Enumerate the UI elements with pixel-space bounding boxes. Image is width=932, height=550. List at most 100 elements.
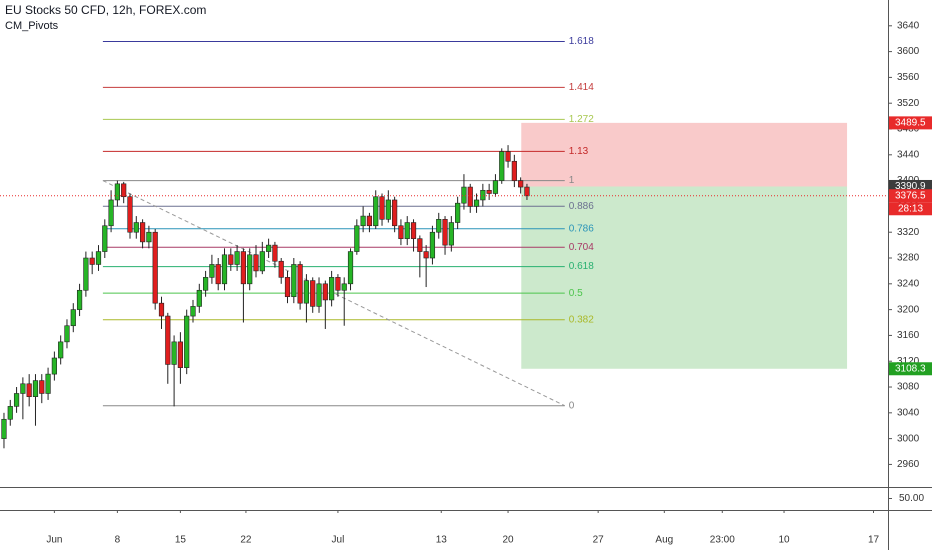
fib-label: 0 bbox=[569, 400, 575, 411]
y-tick-label: 3320 bbox=[897, 227, 920, 238]
x-tick-label: 15 bbox=[175, 535, 187, 546]
candle-body bbox=[171, 341, 177, 365]
target-price-label-bg bbox=[889, 362, 932, 376]
y-tick-label: 2960 bbox=[897, 459, 920, 470]
candle-body bbox=[221, 254, 228, 285]
candle-body bbox=[429, 231, 436, 259]
fib-label: 0.704 bbox=[569, 242, 594, 253]
candle-body bbox=[467, 186, 473, 207]
candle-body bbox=[228, 254, 234, 265]
candle-body bbox=[89, 257, 95, 265]
candle-body bbox=[486, 189, 492, 194]
fib-label: 0.786 bbox=[569, 223, 594, 234]
candle-body bbox=[196, 289, 202, 307]
x-tick-label: Jun bbox=[46, 535, 62, 546]
candle-body bbox=[284, 277, 291, 298]
candle-body bbox=[95, 251, 102, 265]
y-tick-label: 3080 bbox=[897, 382, 920, 393]
candle-body bbox=[347, 251, 354, 285]
candle-body bbox=[114, 183, 120, 201]
candle-body bbox=[499, 151, 505, 181]
y-tick-label: 3280 bbox=[897, 253, 920, 264]
candle-body bbox=[1, 418, 7, 439]
candle-body bbox=[341, 283, 347, 291]
fib-label: 0.618 bbox=[569, 261, 594, 272]
candle-body bbox=[45, 373, 51, 394]
candle-body bbox=[480, 189, 486, 201]
x-tick-label: 10 bbox=[778, 535, 790, 546]
candle-body bbox=[417, 238, 423, 252]
candle-body bbox=[146, 231, 152, 243]
candle-body bbox=[505, 151, 511, 162]
target-price-label: 3108.3 bbox=[895, 363, 926, 374]
y-tick-label: 3600 bbox=[897, 46, 920, 57]
y-tick-label: 3640 bbox=[897, 20, 920, 31]
candle-body bbox=[423, 251, 429, 259]
plot: 2960 3000 3040 3080 3120 3160 3200 3240 3280 3320… bbox=[0, 20, 932, 546]
y-tick-label: 3440 bbox=[897, 149, 920, 160]
x-tick-label: 13 bbox=[436, 535, 448, 546]
candle-body bbox=[278, 260, 284, 278]
candle-body bbox=[492, 180, 499, 194]
candle-body bbox=[461, 186, 467, 204]
candle-body bbox=[253, 254, 259, 272]
candle-body bbox=[32, 380, 39, 397]
candle-body bbox=[83, 257, 89, 291]
x-tick-label: Aug bbox=[655, 535, 673, 546]
candle-body bbox=[360, 215, 366, 227]
candle-body bbox=[379, 196, 385, 220]
fib-label: 0.382 bbox=[569, 314, 594, 325]
chart-title: EU Stocks 50 CFD, 12h, FOREX.com bbox=[5, 3, 206, 17]
x-tick-label: 23:00 bbox=[710, 535, 735, 546]
stop-zone bbox=[521, 122, 848, 187]
y-tick-label: 3200 bbox=[897, 304, 920, 315]
y-tick-label: 3120 bbox=[897, 356, 920, 367]
x-tick-label: 20 bbox=[502, 535, 514, 546]
candle-body bbox=[76, 289, 83, 310]
candle-body bbox=[165, 315, 171, 365]
candle-body bbox=[354, 225, 360, 252]
fib-label: 1.272 bbox=[569, 114, 594, 125]
fib-label: 0.886 bbox=[569, 201, 594, 212]
candle-body bbox=[64, 325, 70, 343]
indicator-name: CM_Pivots bbox=[5, 20, 59, 32]
candle-body bbox=[310, 280, 316, 307]
pane-tick-label: 50.00 bbox=[899, 493, 924, 504]
fib-label: 0.5 bbox=[569, 288, 583, 299]
candle-body bbox=[373, 196, 379, 227]
candle-body bbox=[259, 251, 265, 272]
candle-body bbox=[518, 180, 524, 188]
x-tick-label: Jul bbox=[332, 535, 345, 546]
candle-body bbox=[410, 222, 417, 239]
x-tick-label: 27 bbox=[593, 535, 605, 546]
candle-body bbox=[139, 222, 146, 243]
candle-body bbox=[133, 222, 139, 233]
fib-label: 1 bbox=[569, 175, 575, 186]
fib-label: 1.414 bbox=[569, 82, 594, 93]
candle-body bbox=[127, 196, 133, 233]
candle-body bbox=[322, 283, 328, 301]
candle-body bbox=[240, 251, 247, 285]
candle-body bbox=[398, 225, 404, 239]
candle-body bbox=[39, 380, 45, 394]
candle-body bbox=[158, 302, 165, 317]
y-tick-label: 3560 bbox=[897, 72, 920, 83]
candle-body bbox=[303, 280, 310, 304]
candle-body bbox=[209, 264, 215, 278]
candle-body bbox=[291, 264, 297, 298]
fib-trend-line bbox=[102, 180, 565, 407]
y-tick-label: 3240 bbox=[897, 278, 920, 289]
candle-body bbox=[442, 219, 448, 246]
candle-body bbox=[247, 254, 253, 285]
candle-body bbox=[102, 225, 108, 252]
candle-body bbox=[51, 357, 57, 375]
candle-body bbox=[455, 202, 461, 223]
x-tick-label: 8 bbox=[115, 535, 121, 546]
candle-body bbox=[20, 383, 26, 394]
candle-body bbox=[26, 383, 32, 397]
candle-body bbox=[392, 199, 398, 227]
y-tick-label: 3040 bbox=[897, 407, 920, 418]
x-tick-label: 22 bbox=[240, 535, 252, 546]
candle-body bbox=[366, 215, 373, 227]
